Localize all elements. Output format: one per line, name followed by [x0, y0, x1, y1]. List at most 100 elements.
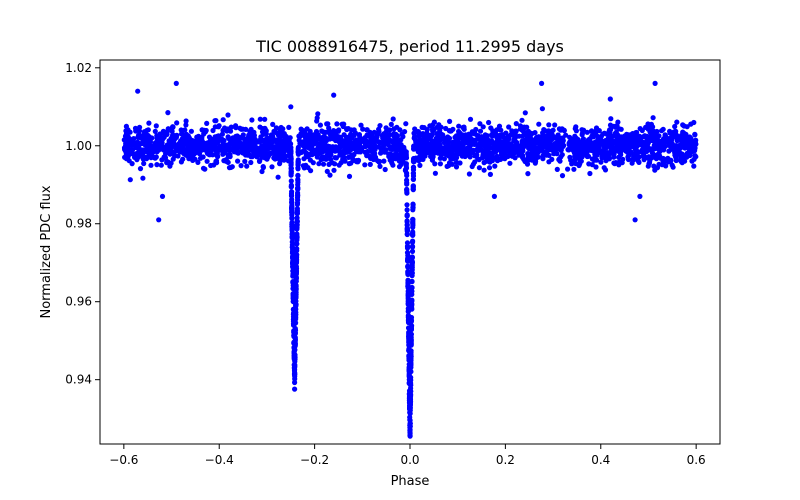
data-point	[405, 258, 411, 264]
data-point	[157, 136, 163, 142]
data-point	[648, 146, 654, 152]
data-point	[244, 151, 250, 157]
data-point	[580, 136, 587, 142]
data-point	[231, 139, 238, 145]
data-point	[602, 149, 608, 156]
data-point	[522, 142, 529, 148]
data-point	[503, 149, 510, 155]
data-point	[603, 158, 609, 164]
data-point	[512, 155, 518, 161]
data-point	[240, 126, 246, 132]
data-point	[162, 155, 169, 161]
data-point	[546, 122, 552, 128]
data-point	[405, 314, 412, 320]
data-point	[405, 263, 411, 269]
data-point	[288, 178, 294, 184]
data-point	[141, 160, 147, 167]
data-point	[303, 143, 309, 149]
data-point	[214, 133, 220, 139]
data-point	[182, 127, 188, 133]
data-point	[461, 126, 467, 132]
data-point	[553, 146, 559, 152]
data-point	[669, 141, 676, 147]
data-point	[404, 180, 410, 186]
data-point	[490, 128, 496, 134]
data-point	[404, 172, 410, 179]
data-point	[286, 124, 292, 130]
data-point	[294, 248, 300, 254]
data-point	[567, 139, 573, 145]
data-point	[692, 132, 698, 138]
data-point	[146, 120, 152, 126]
data-point	[411, 130, 417, 136]
x-tick-label: −0.2	[300, 453, 329, 467]
data-point	[183, 122, 189, 128]
data-point	[289, 199, 295, 205]
data-point	[242, 144, 248, 150]
data-point	[519, 117, 525, 123]
data-point	[363, 143, 369, 149]
data-point	[487, 150, 493, 156]
data-point	[403, 149, 409, 155]
data-point	[620, 156, 626, 162]
data-point	[427, 123, 433, 129]
data-point	[288, 145, 294, 151]
data-point	[257, 116, 263, 122]
data-point	[686, 146, 692, 152]
data-point	[325, 121, 331, 127]
data-point	[225, 159, 231, 165]
y-tick-label: 1.00	[65, 139, 92, 153]
data-point	[249, 117, 255, 123]
data-point	[292, 358, 298, 365]
data-point	[183, 151, 189, 157]
data-point	[126, 146, 132, 152]
data-point	[156, 217, 162, 223]
data-point	[693, 154, 699, 160]
data-point	[398, 144, 404, 151]
data-point	[426, 141, 432, 147]
data-point	[220, 117, 226, 123]
data-point	[410, 183, 416, 189]
data-point	[293, 298, 299, 304]
data-point	[288, 170, 294, 176]
data-point	[262, 141, 268, 147]
data-point	[334, 121, 340, 127]
data-point	[228, 124, 234, 130]
data-point	[672, 123, 678, 130]
data-point	[405, 252, 411, 259]
data-point	[135, 88, 141, 94]
data-point	[574, 153, 581, 159]
data-point	[203, 141, 209, 147]
data-point	[291, 352, 297, 359]
data-point	[611, 160, 617, 166]
data-point	[233, 123, 239, 129]
data-point	[201, 131, 207, 137]
data-point	[624, 137, 630, 143]
data-point	[275, 143, 281, 149]
data-point	[509, 128, 515, 134]
data-point	[152, 128, 158, 134]
data-point	[552, 122, 558, 128]
data-point	[292, 386, 298, 392]
data-point	[318, 135, 324, 141]
data-point	[183, 118, 189, 124]
data-point	[295, 165, 301, 171]
data-point	[629, 160, 635, 166]
data-point	[595, 149, 602, 155]
data-point	[588, 128, 594, 134]
data-point	[491, 144, 497, 150]
data-point	[633, 151, 639, 158]
data-point	[486, 165, 493, 171]
data-point	[435, 139, 441, 145]
data-point	[362, 149, 368, 155]
data-point	[292, 376, 298, 382]
x-tick-label: 0.4	[591, 453, 610, 467]
data-point	[294, 211, 300, 217]
data-point	[618, 152, 624, 158]
data-point	[294, 201, 300, 207]
data-point	[199, 127, 205, 133]
data-point	[684, 141, 690, 147]
data-point	[216, 123, 222, 129]
data-point	[591, 157, 597, 163]
data-point	[225, 112, 231, 118]
